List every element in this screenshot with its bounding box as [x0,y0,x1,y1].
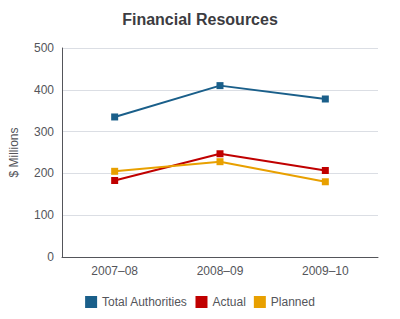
svg-text:200: 200 [34,166,54,180]
svg-text:300: 300 [34,125,54,139]
svg-text:Total Authorities: Total Authorities [102,295,187,309]
svg-text:500: 500 [34,41,54,55]
svg-text:$ Millions: $ Millions [7,127,21,177]
svg-text:Actual: Actual [212,295,245,309]
svg-text:2007–08: 2007–08 [91,264,138,278]
svg-text:0: 0 [47,250,54,264]
svg-text:2008–09: 2008–09 [197,264,244,278]
svg-text:400: 400 [34,83,54,97]
svg-text:Financial Resources: Financial Resources [122,11,278,28]
svg-text:2009–10: 2009–10 [302,264,349,278]
svg-text:100: 100 [34,208,54,222]
svg-text:Planned: Planned [271,295,315,309]
